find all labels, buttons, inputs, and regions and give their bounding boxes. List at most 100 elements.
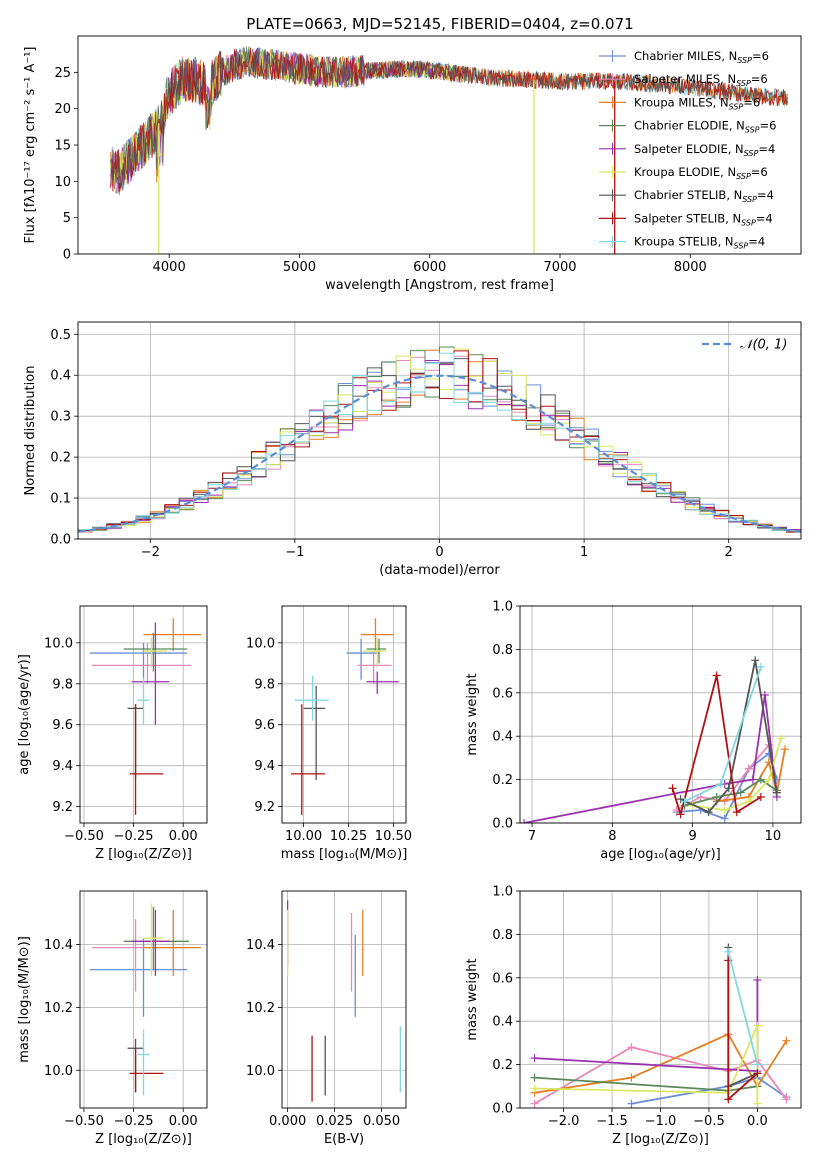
weight-vs-age-ytick-label: 0.4 <box>492 730 513 745</box>
weight-vs-age-xtick-label: 10 <box>765 829 782 844</box>
legend-entry: Chabrier ELODIE, NSSP=6 <box>634 119 776 135</box>
weight-vs-age-ylabel: mass weight <box>465 673 480 755</box>
weight-vs-age-xtick-label: 8 <box>608 829 616 844</box>
spectrum-ytick-label: 20 <box>54 102 71 117</box>
age-vs-z-ytick-label: 9.4 <box>52 759 73 774</box>
spectrum-xtick-label: 8000 <box>674 260 707 275</box>
weight-vs-z-xtick-label: 0.0 <box>747 1114 768 1129</box>
spectrum-legend: Chabrier MILES, NSSP=6 Salpeter MILES, NS… <box>599 49 776 251</box>
mass-vs-z-xtick-label: −0.25 <box>114 1114 154 1129</box>
weight-line <box>727 951 759 1065</box>
spectrum-panel: 4000 5000 6000 7000 8000 0 5 10 15 20 25 wavelength… <box>23 35 802 293</box>
mass-vs-z-xtick-label: −0.50 <box>64 1114 104 1129</box>
age-vs-z-panel: −0.50 −0.25 0.00 9.2 9.4 9.6 9.8 10.0 Z [log₁₀(Z… <box>17 605 208 862</box>
weight-vs-z-ylabel: mass weight <box>465 958 480 1040</box>
mass-vs-ebv-xlabel: E(B-V) <box>324 1132 364 1147</box>
weight-vs-age-xtick-label: 7 <box>528 829 536 844</box>
spectrum-xtick-label: 7000 <box>543 260 576 275</box>
legend-entry: Salpeter STELIB, NSSP=4 <box>634 211 773 227</box>
residual-histogram-ylabel: Normed distribution <box>23 366 38 496</box>
residual-histogram-panel: −2 −1 0 1 2 0.0 0.1 0.2 0.3 0.4 0.5 (data-model)/er… <box>23 321 802 578</box>
mass-vs-z-ytick-label: 10.4 <box>44 938 73 953</box>
legend-entry: Salpeter ELODIE, NSSP=4 <box>634 142 775 158</box>
age-vs-z-ylabel: age [log₁₀(age/yr)] <box>17 654 32 775</box>
weight-vs-z-ytick-label: 0.4 <box>492 1015 513 1030</box>
legend-entry: Kroupa ELODIE, NSSP=6 <box>634 165 768 181</box>
weight-vs-z-ytick-label: 0.0 <box>492 1102 513 1117</box>
weight-vs-z-ytick-label: 0.8 <box>492 928 513 943</box>
residual-histogram-ytick-label: 0.3 <box>50 410 71 425</box>
weight-vs-age-ytick-label: 0.6 <box>492 686 513 701</box>
spectrum-ytick-label: 5 <box>63 211 71 226</box>
weight-vs-z-ytick-label: 0.2 <box>492 1058 513 1073</box>
residual-histogram-xlabel: (data-model)/error <box>379 563 500 578</box>
weight-vs-z-xtick-label: −1.0 <box>645 1114 677 1129</box>
legend-entry: Kroupa STELIB, NSSP=4 <box>634 235 765 251</box>
axes-frame <box>79 890 208 1109</box>
weight-line <box>523 694 778 823</box>
normal-curve <box>78 374 801 533</box>
kroupa_stelib-histogram-step <box>78 352 801 532</box>
weight-vs-z-ytick-label: 0.6 <box>492 971 513 986</box>
axes-frame <box>519 890 802 1109</box>
spectrum-plot-area <box>110 46 788 254</box>
mass-vs-z-ylabel: mass [log₁₀(M/M⊙)] <box>17 936 32 1063</box>
age-vs-z-xtick-label: −0.25 <box>114 829 154 844</box>
mass-vs-z-plot-area <box>89 903 202 1096</box>
age-vs-z-xtick-label: 0.00 <box>169 829 198 844</box>
chabrier_stelib-spectrum-line <box>110 47 788 188</box>
normal-legend-label: 𝒩(0, 1) <box>740 338 787 353</box>
age-vs-z-ytick-label: 9.2 <box>52 800 73 815</box>
weight-vs-z-xlabel: Z [log₁₀(Z/Z⊙)] <box>612 1132 709 1147</box>
residual-histogram-xtick-label: 0 <box>435 545 443 560</box>
weight-vs-z-xtick-label: −1.5 <box>596 1114 628 1129</box>
axes-frame <box>519 605 802 824</box>
legend-entry: Chabrier STELIB, NSSP=4 <box>634 188 774 204</box>
weight-vs-age-ytick-label: 0.2 <box>492 773 513 788</box>
figure-title: PLATE=0663, MJD=52145, FIBERID=0404, z=0… <box>246 15 633 33</box>
weight-vs-age-ytick-label: 0.8 <box>492 643 513 658</box>
residual-histogram-xtick-label: 2 <box>725 545 733 560</box>
mass-vs-z-xtick-label: 0.00 <box>169 1114 198 1129</box>
weight-vs-age-xlabel: age [log₁₀(age/yr)] <box>600 847 721 862</box>
axes-frame <box>77 321 802 540</box>
age-vs-z-ytick-label: 10.0 <box>44 636 73 651</box>
age-vs-z-xlabel: Z [log₁₀(Z/Z⊙)] <box>95 847 192 862</box>
residual-histogram-plot-area <box>78 346 801 533</box>
residual-histogram-ytick-label: 0.1 <box>50 492 71 507</box>
residual-histogram-xtick-label: 1 <box>580 545 588 560</box>
weight-line <box>534 980 759 1073</box>
spectrum-ytick-label: 15 <box>54 139 71 154</box>
mass-vs-ebv-xtick-label: 0.025 <box>316 1114 353 1129</box>
age-vs-mass-plot-area <box>290 618 399 815</box>
mass-vs-ebv-ytick-label: 10.4 <box>246 938 275 953</box>
weight-vs-age-xtick-label: 9 <box>688 829 696 844</box>
spectrum-ytick-label: 10 <box>54 175 71 190</box>
legend-entry: Kroupa MILES, NSSP=6 <box>634 95 760 111</box>
residual-histogram-xtick-label: −2 <box>141 545 160 560</box>
mass-vs-ebv-ytick-label: 10.0 <box>246 1064 275 1079</box>
residual-histogram-ytick-label: 0.0 <box>50 533 71 548</box>
mass-vs-ebv-ytick-label: 10.2 <box>246 1001 275 1016</box>
mass-vs-ebv-plot-area <box>286 900 402 1102</box>
weight-vs-z-ytick-label: 1.0 <box>492 885 513 900</box>
weight-vs-z-panel: −2.0 −1.5 −1.0 −0.5 0.0 0.0 0.2 0.4 0.6 0.8 1.0 Z [… <box>465 885 802 1147</box>
weight-line <box>631 1076 788 1105</box>
age-vs-z-xtick-label: −0.50 <box>64 829 104 844</box>
legend-entry: Chabrier MILES, NSSP=6 <box>634 49 769 65</box>
mass-vs-ebv-xtick-label: 0.050 <box>363 1114 400 1129</box>
residual-histogram-ytick-label: 0.4 <box>50 369 71 384</box>
axes-frame <box>79 605 208 824</box>
axes-frame <box>281 605 407 824</box>
spectrum-ytick-label: 0 <box>63 248 71 263</box>
weight-vs-age-ytick-label: 1.0 <box>492 600 513 615</box>
spectrum-ytick-label: 25 <box>54 66 71 81</box>
spectrum-xlabel: wavelength [Angstrom, rest frame] <box>325 278 554 293</box>
residual-histogram-ytick-label: 0.5 <box>50 328 71 343</box>
legend-entry: Salpeter MILES, NSSP=6 <box>634 72 768 88</box>
spectrum-ylabel: Flux [fλ10⁻¹⁷ erg cm⁻² s⁻¹ A⁻¹] <box>23 47 38 244</box>
salpeter_stelib-histogram-step <box>78 350 801 533</box>
age-vs-mass-ytick-label: 9.6 <box>254 718 275 733</box>
weight-vs-age-ytick-label: 0.0 <box>492 817 513 832</box>
spectrum-xtick-label: 6000 <box>413 260 446 275</box>
